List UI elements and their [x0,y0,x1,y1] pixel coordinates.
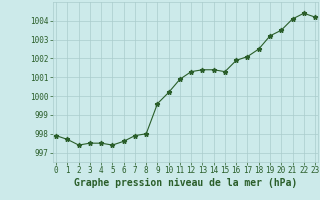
X-axis label: Graphe pression niveau de la mer (hPa): Graphe pression niveau de la mer (hPa) [74,178,297,188]
